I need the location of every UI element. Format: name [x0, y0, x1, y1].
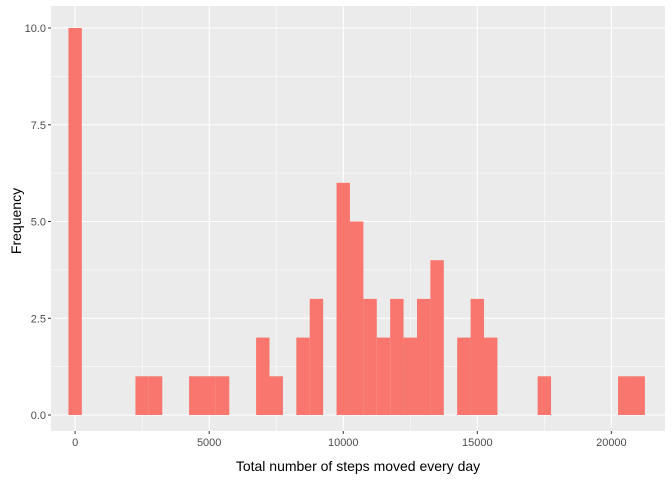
y-tick-label: 2.5: [31, 313, 46, 325]
y-axis-title: Frequency: [8, 188, 24, 254]
histogram-bars: [68, 28, 645, 415]
histogram-bar: [269, 376, 283, 415]
histogram-bar: [430, 260, 444, 415]
histogram-bar: [390, 298, 404, 415]
histogram-bar: [68, 28, 82, 415]
x-tick-label: 10000: [328, 437, 359, 449]
histogram-bar: [189, 376, 203, 415]
histogram-bar: [416, 298, 431, 415]
y-tick-label: 10.0: [25, 23, 46, 35]
x-axis-ticks: 0 5000 10000 15000 20000: [72, 431, 627, 449]
x-axis-title: Total number of steps moved every day: [236, 458, 480, 474]
histogram-bar: [457, 337, 471, 415]
histogram-bar: [631, 376, 645, 415]
histogram-bar: [148, 376, 163, 415]
histogram-bar: [215, 376, 230, 415]
histogram-bar: [618, 376, 632, 415]
histogram-bar: [309, 298, 324, 415]
y-axis-ticks: 0.0 2.5 5.0 7.5 10.0: [25, 23, 51, 422]
y-tick-label: 0.0: [31, 410, 46, 422]
x-tick-label: 15000: [462, 437, 493, 449]
histogram-bar: [349, 221, 364, 415]
histogram-bar: [470, 298, 485, 415]
x-tick-label: 5000: [197, 437, 221, 449]
histogram-bar: [376, 337, 391, 415]
histogram-bar: [296, 337, 310, 415]
histogram-bar: [256, 337, 270, 415]
histogram-bar: [202, 376, 216, 415]
histogram-bar: [484, 337, 498, 415]
x-tick-label: 0: [72, 437, 78, 449]
y-tick-label: 5.0: [31, 217, 46, 229]
histogram-bar: [135, 376, 149, 415]
x-tick-label: 20000: [596, 437, 627, 449]
histogram-bar: [363, 298, 377, 415]
histogram-bar: [336, 182, 350, 415]
histogram-bar: [537, 376, 552, 415]
y-tick-label: 7.5: [31, 120, 46, 132]
histogram-bar: [403, 337, 417, 415]
